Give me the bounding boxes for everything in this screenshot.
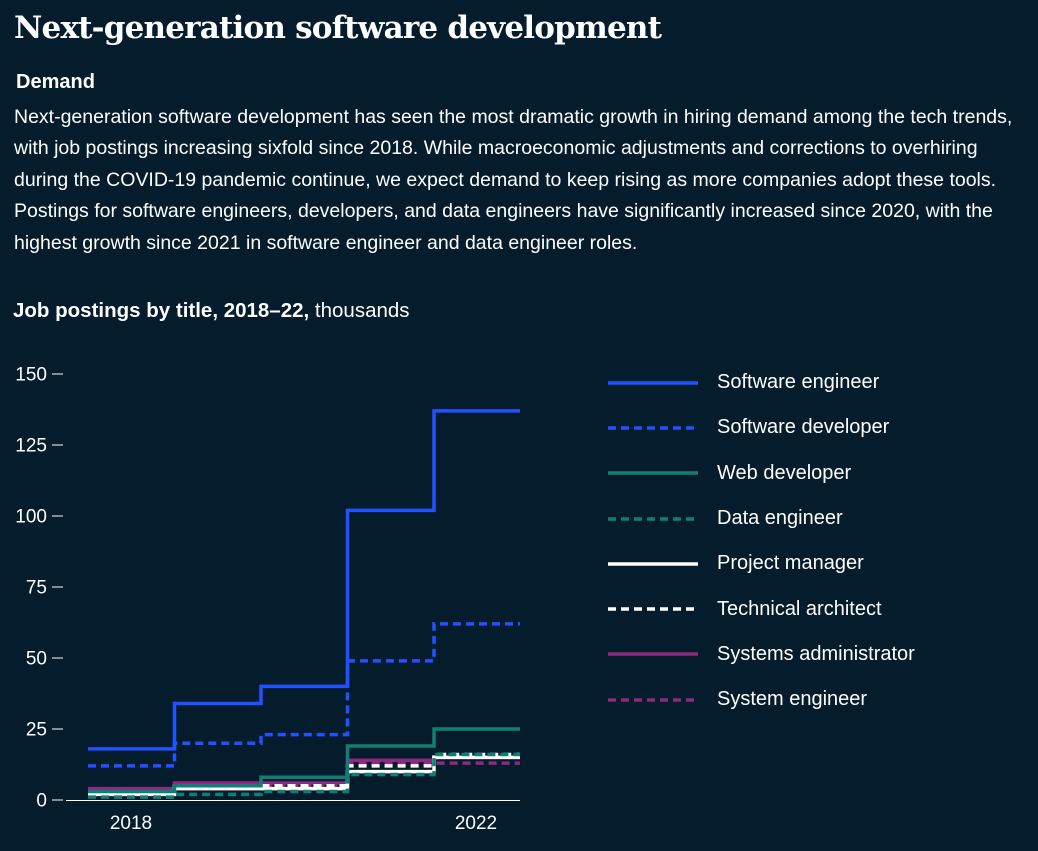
page-title: Next-generation software development	[14, 10, 662, 46]
x-tick-label: 2018	[110, 813, 152, 834]
series-line-software-engineer	[88, 409, 520, 751]
series-line-software-developer	[88, 622, 520, 768]
y-tick-label: 150	[15, 365, 47, 386]
legend-item: Data engineer	[608, 496, 1028, 541]
legend-swatch	[608, 607, 698, 611]
legend-swatch	[608, 380, 698, 385]
y-tick-label: 125	[15, 436, 47, 457]
legend-swatch	[608, 426, 698, 430]
section-label: Demand	[16, 71, 95, 93]
legend-label: Data engineer	[717, 507, 843, 530]
y-tick-label: 0	[36, 791, 47, 812]
y-tick-label: 25	[26, 720, 47, 741]
series-line-web-developer	[88, 727, 520, 794]
legend-label: Technical architect	[717, 597, 882, 620]
chart-title-main: Job postings by title, 2018–22,	[13, 299, 310, 322]
legend-swatch	[608, 652, 698, 657]
legend-label: Software engineer	[717, 371, 880, 394]
series-line-data-engineer	[88, 752, 520, 799]
legend-item: Software engineer	[608, 360, 1028, 405]
legend-item: System engineer	[608, 677, 1028, 722]
legend-label: Systems administrator	[717, 642, 915, 665]
legend-item: Software developer	[608, 405, 1028, 450]
x-tick-label: 2022	[455, 813, 497, 834]
step-line-chart: 150 125 100 75 50 25 0 2018 2022	[15, 365, 520, 834]
chart-title: Job postings by title, 2018–22, thousand…	[13, 299, 410, 323]
legend-swatch	[608, 471, 698, 475]
chart-title-unit: thousands	[309, 299, 410, 322]
y-tick-label: 100	[15, 507, 47, 528]
legend-item: Systems administrator	[608, 632, 1028, 677]
legend-item: Project manager	[608, 541, 1028, 586]
legend-label: Software developer	[717, 416, 890, 439]
legend-swatch	[608, 562, 698, 566]
legend-item: Web developer	[608, 451, 1028, 496]
y-tick-label: 75	[26, 578, 47, 599]
y-tick-label: 50	[26, 649, 47, 670]
legend-label: Project manager	[717, 552, 864, 575]
legend-item: Technical architect	[608, 586, 1028, 631]
legend-label: Web developer	[717, 461, 852, 484]
body-paragraph: Next-generation software development has…	[14, 106, 1013, 254]
chart-legend: Software engineer Software developer Web d…	[608, 360, 1028, 722]
legend-swatch	[608, 516, 698, 521]
legend-swatch	[608, 697, 698, 702]
legend-label: System engineer	[717, 688, 868, 711]
